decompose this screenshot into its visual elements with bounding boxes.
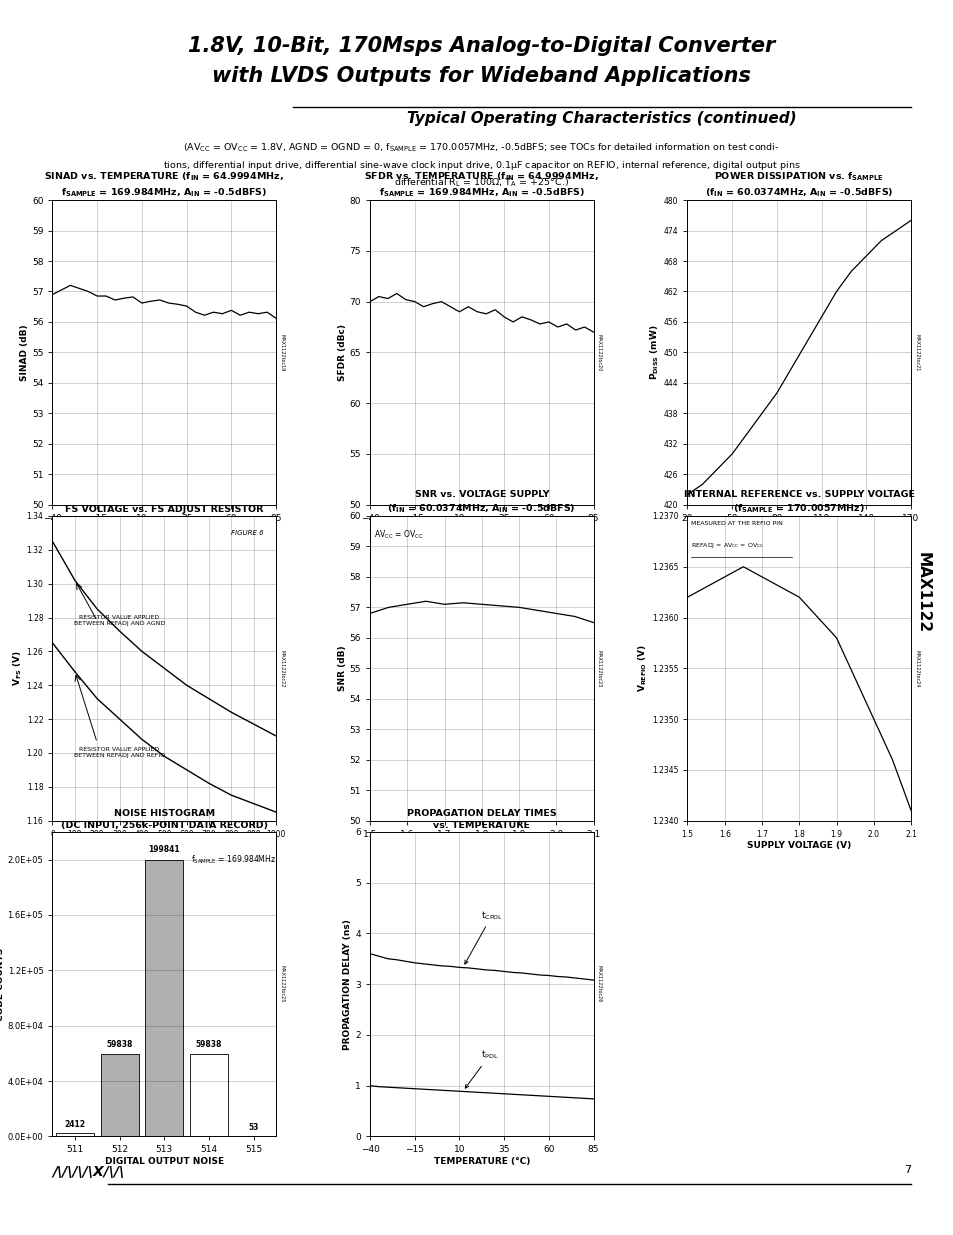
Text: RESISTOR VALUE APPLIED
BETWEEN REFADJ AND AGND: RESISTOR VALUE APPLIED BETWEEN REFADJ AN… xyxy=(73,615,165,626)
Text: f$_{SAMPLE}$ = 169.984MHz: f$_{SAMPLE}$ = 169.984MHz xyxy=(191,853,275,866)
Text: t$_{CPDL}$: t$_{CPDL}$ xyxy=(464,909,502,965)
Title: FS VOLTAGE vs. FS ADJUST RESISTOR: FS VOLTAGE vs. FS ADJUST RESISTOR xyxy=(65,505,263,514)
Title: POWER DISSIPATION vs. f$_{SAMPLE}$
(f$_{IN}$ = 60.0374MHz, A$_{IN}$ = -0.5dBFS): POWER DISSIPATION vs. f$_{SAMPLE}$ (f$_{… xyxy=(704,170,893,199)
Text: tions, differential input drive, differential sine-wave clock input drive, 0.1$\: tions, differential input drive, differe… xyxy=(163,159,800,172)
Bar xyxy=(100,1053,138,1136)
Text: 59838: 59838 xyxy=(106,1040,132,1050)
Text: MAX1122toc24: MAX1122toc24 xyxy=(914,650,919,687)
Bar xyxy=(56,1132,93,1136)
Y-axis label: SNR (dB): SNR (dB) xyxy=(337,646,346,692)
Text: Typical Operating Characteristics (continued): Typical Operating Characteristics (conti… xyxy=(407,111,796,126)
Title: SNR vs. VOLTAGE SUPPLY
(f$_{IN}$ = 60.0374MHz, A$_{IN}$ = -0.5dBFS): SNR vs. VOLTAGE SUPPLY (f$_{IN}$ = 60.03… xyxy=(387,490,576,515)
Y-axis label: PROPAGATION DELAY (ns): PROPAGATION DELAY (ns) xyxy=(343,919,352,1050)
Text: MAX1122toc21: MAX1122toc21 xyxy=(914,333,919,370)
X-axis label: TEMPERATURE (°C): TEMPERATURE (°C) xyxy=(433,526,530,535)
X-axis label: f$_{SAMPLE}$ (MHz): f$_{SAMPLE}$ (MHz) xyxy=(765,526,832,538)
X-axis label: SUPPLY VOLTAGE (V): SUPPLY VOLTAGE (V) xyxy=(746,841,850,851)
Title: INTERNAL REFERENCE vs. SUPPLY VOLTAGE
(f$_{SAMPLE}$ = 170.0057MHz): INTERNAL REFERENCE vs. SUPPLY VOLTAGE (f… xyxy=(683,490,914,515)
Text: 53: 53 xyxy=(248,1123,258,1132)
Text: RESISTOR VALUE APPLIED
BETWEEN REFADJ AND REFIO: RESISTOR VALUE APPLIED BETWEEN REFADJ AN… xyxy=(73,747,165,758)
Text: 1.8V, 10-Bit, 170Msps Analog-to-Digital Converter: 1.8V, 10-Bit, 170Msps Analog-to-Digital … xyxy=(188,36,775,56)
Title: SFDR vs. TEMPERATURE (f$_{IN}$ = 64.9994MHz,
f$_{SAMPLE}$ = 169.984MHz, A$_{IN}$: SFDR vs. TEMPERATURE (f$_{IN}$ = 64.9994… xyxy=(364,170,598,199)
Y-axis label: V$_{FS}$ (V): V$_{FS}$ (V) xyxy=(11,651,24,687)
Text: 7: 7 xyxy=(903,1165,910,1174)
Text: REFADJ = AV$_{CC}$ = OV$_{CC}$: REFADJ = AV$_{CC}$ = OV$_{CC}$ xyxy=(691,541,763,551)
Text: MAX1122toc25: MAX1122toc25 xyxy=(279,966,284,1003)
Text: 59838: 59838 xyxy=(195,1040,222,1050)
Y-axis label: CODE COUNTS: CODE COUNTS xyxy=(0,947,5,1021)
Text: MAX1122toc20: MAX1122toc20 xyxy=(597,333,601,370)
Text: MAX1122toc23: MAX1122toc23 xyxy=(597,650,601,687)
Text: MEASURED AT THE REFIO PIN: MEASURED AT THE REFIO PIN xyxy=(691,521,782,526)
Text: 199841: 199841 xyxy=(149,845,180,855)
X-axis label: VOLTAGE SUPPLY (V): VOLTAGE SUPPLY (V) xyxy=(429,841,534,851)
X-axis label: TEMPERATURE (°C): TEMPERATURE (°C) xyxy=(116,526,213,535)
Text: MAX1122toc19: MAX1122toc19 xyxy=(279,333,284,370)
Title: SINAD vs. TEMPERATURE (f$_{IN}$ = 64.9994MHz,
f$_{SAMPLE}$ = 169.984MHz, A$_{IN}: SINAD vs. TEMPERATURE (f$_{IN}$ = 64.999… xyxy=(44,170,284,199)
Text: 2412: 2412 xyxy=(64,1120,85,1129)
Title: PROPAGATION DELAY TIMES
vs. TEMPERATURE: PROPAGATION DELAY TIMES vs. TEMPERATURE xyxy=(407,809,556,830)
X-axis label: TEMPERATURE (°C): TEMPERATURE (°C) xyxy=(433,1157,530,1166)
Y-axis label: SINAD (dB): SINAD (dB) xyxy=(20,324,30,380)
Bar xyxy=(145,860,183,1136)
Y-axis label: P$_{DISS}$ (mW): P$_{DISS}$ (mW) xyxy=(648,325,660,380)
X-axis label: FS ADJUST RESISTOR (Ω): FS ADJUST RESISTOR (Ω) xyxy=(101,841,227,851)
Y-axis label: SFDR (dBc): SFDR (dBc) xyxy=(337,324,346,380)
Bar xyxy=(190,1053,228,1136)
Text: with LVDS Outputs for Wideband Applications: with LVDS Outputs for Wideband Applicati… xyxy=(213,65,750,85)
Text: MAX1122toc26: MAX1122toc26 xyxy=(597,966,601,1003)
X-axis label: DIGITAL OUTPUT NOISE: DIGITAL OUTPUT NOISE xyxy=(105,1157,224,1166)
Text: (AV$_{CC}$ = OV$_{CC}$ = 1.8V, AGND = OGND = 0, f$_{SAMPLE}$ = 170.0057MHz, -0.5: (AV$_{CC}$ = OV$_{CC}$ = 1.8V, AGND = OG… xyxy=(183,142,780,154)
Text: FIGURE 6: FIGURE 6 xyxy=(231,530,263,536)
Text: AV$_{CC}$ = OV$_{CC}$: AV$_{CC}$ = OV$_{CC}$ xyxy=(374,529,423,541)
Y-axis label: V$_{REFIO}$ (V): V$_{REFIO}$ (V) xyxy=(636,645,648,693)
Text: t$_{PDL}$: t$_{PDL}$ xyxy=(465,1049,498,1088)
Text: MAX1122toc22: MAX1122toc22 xyxy=(279,650,284,687)
Text: differential R$_L$ = 100$\Omega$, T$_A$ = +25$\degree$C.): differential R$_L$ = 100$\Omega$, T$_A$ … xyxy=(394,177,569,189)
Title: NOISE HISTOGRAM
(DC INPUT, 256k-POINT DATA RECORD): NOISE HISTOGRAM (DC INPUT, 256k-POINT DA… xyxy=(61,809,268,830)
Text: MAX1122: MAX1122 xyxy=(915,552,930,634)
Text: /\/\/\/\X/\/\: /\/\/\/\X/\/\ xyxy=(52,1165,125,1178)
